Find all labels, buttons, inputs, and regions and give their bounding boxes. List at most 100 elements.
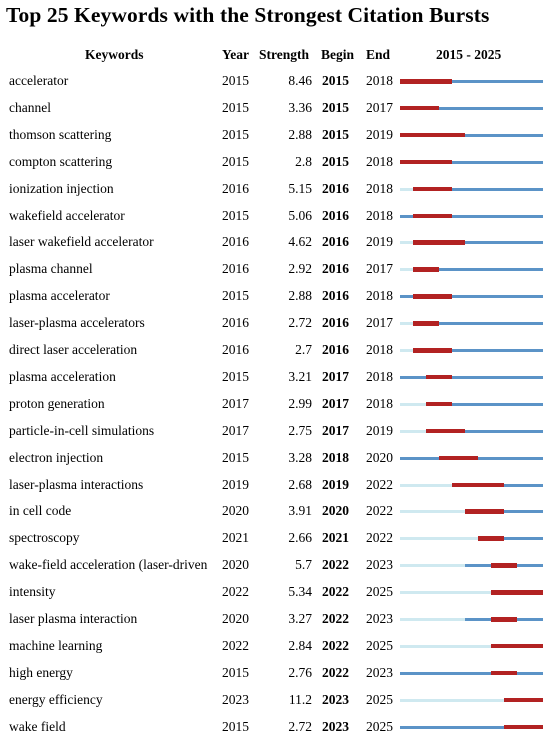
header-end: End: [366, 47, 391, 62]
keyword-cell: plasma accelerator: [9, 288, 110, 304]
year-cell: 2015: [222, 126, 249, 142]
strength-cell: 2.88: [288, 288, 312, 304]
timeline-active-segment: [400, 133, 543, 137]
keyword-cell: thomson scattering: [9, 126, 112, 142]
chart-title: Top 25 Keywords with the Strongest Citat…: [6, 3, 490, 27]
burst-segment: [439, 455, 478, 461]
year-cell: 2022: [222, 584, 249, 600]
strength-cell: 3.21: [288, 368, 312, 384]
burst-segment: [491, 563, 517, 568]
timeline-active-segment: [413, 322, 543, 326]
burst-segment: [478, 536, 504, 541]
timeline-active-segment: [400, 214, 543, 218]
burst-timeline: [400, 498, 543, 525]
burst-segment: [413, 348, 452, 353]
timeline-active-segment: [478, 537, 543, 541]
year-cell: 2015: [222, 449, 249, 465]
begin-cell: 2015: [322, 99, 349, 115]
burst-segment: [400, 159, 452, 165]
timeline-inactive-segment: [400, 187, 413, 191]
table-row: machine learning 2022 2.84 2022 2025: [0, 633, 550, 660]
begin-cell: 2023: [322, 691, 349, 707]
table-row: spectroscopy 2021 2.66 2021 2022: [0, 525, 550, 552]
burst-timeline: [400, 472, 543, 499]
table-row: energy efficiency 2023 11.2 2023 2025: [0, 687, 550, 714]
burst-segment: [452, 482, 504, 487]
strength-cell: 2.72: [288, 718, 312, 734]
burst-timeline: [400, 714, 543, 741]
begin-cell: 2016: [322, 288, 349, 304]
year-cell: 2020: [222, 503, 249, 519]
end-cell: 2018: [366, 288, 393, 304]
burst-segment: [491, 590, 543, 595]
strength-cell: 2.92: [288, 261, 312, 277]
begin-cell: 2022: [322, 584, 349, 600]
burst-timeline: [400, 633, 543, 660]
header-year: Year: [222, 47, 249, 62]
table-row: intensity 2022 5.34 2022 2025: [0, 579, 550, 606]
end-cell: 2019: [366, 422, 393, 438]
end-cell: 2018: [366, 342, 393, 357]
year-cell: 2016: [222, 234, 249, 250]
end-cell: 2020: [366, 449, 393, 465]
year-cell: 2015: [222, 153, 249, 169]
table-row: plasma accelerator 2015 2.88 2016 2018: [0, 283, 550, 310]
table-row: accelerator 2015 8.46 2015 2018: [0, 68, 550, 95]
keyword-cell: energy efficiency: [9, 691, 103, 707]
year-cell: 2020: [222, 557, 249, 573]
keyword-cell: wakefield accelerator: [9, 207, 125, 223]
burst-timeline: [400, 687, 543, 714]
timeline-active-segment: [400, 375, 543, 379]
burst-timeline: [400, 606, 543, 633]
table-row: high energy 2015 2.76 2022 2023: [0, 660, 550, 687]
end-cell: 2022: [366, 503, 393, 519]
year-cell: 2016: [222, 180, 249, 196]
end-cell: 2017: [366, 261, 393, 277]
begin-cell: 2022: [322, 611, 349, 626]
timeline-inactive-segment: [400, 537, 478, 541]
keyword-cell: plasma acceleration: [9, 368, 116, 384]
burst-timeline: [400, 229, 543, 256]
header-timeline-range: 2015 - 2025: [436, 47, 502, 62]
strength-cell: 3.27: [288, 611, 312, 626]
table-row: direct laser acceleration 2016 2.7 2016 2018: [0, 337, 550, 364]
year-cell: 2015: [222, 207, 249, 223]
end-cell: 2019: [366, 234, 393, 250]
burst-timeline: [400, 660, 543, 687]
burst-timeline: [400, 149, 543, 176]
timeline-inactive-segment: [400, 429, 426, 433]
timeline-active-segment: [400, 80, 543, 83]
burst-timeline: [400, 256, 543, 283]
strength-cell: 2.72: [288, 315, 312, 331]
table-row: plasma channel 2016 2.92 2016 2017: [0, 256, 550, 283]
burst-segment: [413, 294, 452, 299]
table-row: compton scattering 2015 2.8 2015 2018: [0, 149, 550, 176]
burst-timeline: [400, 525, 543, 552]
strength-cell: 8.46: [288, 73, 312, 88]
timeline-inactive-segment: [400, 402, 426, 406]
begin-cell: 2016: [322, 261, 349, 277]
end-cell: 2023: [366, 611, 393, 626]
timeline-inactive-segment: [400, 268, 413, 272]
burst-segment: [400, 132, 465, 138]
begin-cell: 2021: [322, 530, 349, 546]
timeline-active-segment: [413, 349, 543, 352]
begin-cell: 2015: [322, 73, 349, 88]
burst-timeline: [400, 364, 543, 391]
year-cell: 2020: [222, 611, 249, 626]
timeline-active-segment: [400, 160, 543, 164]
keyword-cell: machine learning: [9, 637, 103, 653]
timeline-active-segment: [426, 402, 543, 406]
burst-segment: [504, 697, 543, 703]
year-cell: 2016: [222, 342, 249, 357]
keyword-cell: proton generation: [9, 395, 105, 411]
keyword-cell: ionization injection: [9, 180, 114, 196]
table-row: channel 2015 3.36 2015 2017: [0, 95, 550, 122]
burst-segment: [413, 321, 439, 326]
keyword-cell: laser wakefield accelerator: [9, 234, 154, 250]
table-row: proton generation 2017 2.99 2017 2018: [0, 391, 550, 418]
year-cell: 2022: [222, 637, 249, 653]
strength-cell: 2.68: [288, 476, 312, 492]
end-cell: 2018: [366, 368, 393, 384]
end-cell: 2017: [366, 99, 393, 115]
